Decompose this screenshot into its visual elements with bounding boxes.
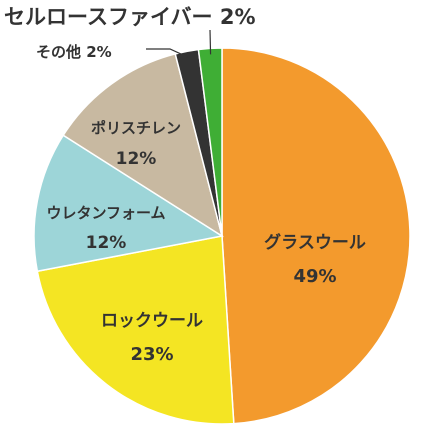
leader-lines bbox=[146, 29, 212, 58]
slice-polystyrene bbox=[62, 52, 224, 238]
slice-label-cellulose: セルロースファイバー 2% bbox=[4, 5, 256, 29]
slice-glass-wool bbox=[221, 47, 411, 425]
slice-urethane-foam bbox=[33, 134, 225, 273]
slice-label-value: 49% bbox=[293, 266, 336, 287]
slice-label-value: 12% bbox=[116, 149, 157, 169]
leader-line-other bbox=[146, 48, 189, 58]
slice-label-value: 23% bbox=[130, 344, 173, 365]
slice-label-other: その他 2% bbox=[36, 43, 112, 61]
slice-label-value: 12% bbox=[86, 233, 127, 253]
slice-label-name: ロックウール bbox=[101, 311, 203, 331]
slice-label-name: グラスウール bbox=[264, 232, 366, 253]
slice-rock-wool bbox=[36, 235, 235, 425]
slice-label-name: ウレタンフォーム bbox=[46, 204, 165, 222]
pie-slices bbox=[33, 47, 411, 425]
leader-line-cellulose bbox=[209, 29, 212, 55]
slice-labels: グラスウール 49% ロックウール 23% ウレタンフォーム 12% ポリスチレン 12% その… bbox=[4, 5, 366, 365]
slice-label-name: ポリスチレン bbox=[91, 119, 181, 137]
